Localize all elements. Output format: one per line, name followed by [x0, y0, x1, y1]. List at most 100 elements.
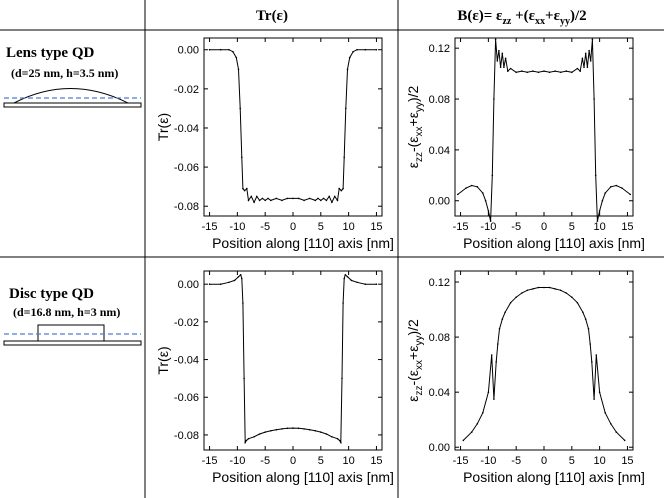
x-tick-label: -5 [260, 455, 270, 467]
data-point [286, 197, 289, 200]
data-point [241, 156, 243, 159]
data-point [503, 66, 505, 68]
data-point [344, 274, 347, 276]
data-point [243, 377, 245, 380]
x-tick-label: 0 [541, 221, 547, 233]
data-point [559, 71, 562, 74]
x-tick-label: 15 [621, 221, 633, 233]
data-point [615, 431, 618, 433]
data-point [565, 292, 568, 294]
x-tick-label: -5 [511, 455, 521, 467]
data-point [537, 71, 540, 74]
y-tick-label: -0.02 [174, 84, 199, 96]
data-point [571, 296, 573, 299]
data-point [470, 431, 473, 433]
data-point [247, 437, 250, 440]
disc-body [37, 324, 105, 342]
x-tick-label: -15 [453, 221, 469, 233]
data-point [239, 274, 242, 276]
x-tick-label: -10 [480, 221, 496, 233]
data-point [548, 71, 551, 74]
data-point [338, 187, 341, 190]
data-point [591, 361, 593, 363]
data-point [598, 391, 601, 394]
y-tick-label: 0.12 [429, 43, 450, 55]
data-point [245, 439, 248, 442]
data-point [504, 57, 507, 60]
data-point [582, 311, 584, 314]
header-trace: Tr(ε) [256, 8, 288, 24]
data-point [343, 156, 346, 159]
data-point [629, 193, 631, 196]
data-point [243, 189, 246, 192]
x-tick-label: -15 [453, 455, 469, 467]
x-tick-label: 10 [343, 221, 355, 233]
data-point [576, 67, 579, 70]
data-point [487, 210, 490, 212]
x-tick-label: 10 [594, 455, 606, 467]
data-point [571, 71, 573, 74]
data-point [565, 70, 568, 72]
row-params-lens: (d=25 nm, h=3.5 nm) [11, 66, 118, 80]
data-point [537, 286, 540, 289]
x-tick-label: 10 [343, 455, 355, 467]
data-point [267, 197, 269, 200]
data-point [352, 50, 354, 53]
data-point [581, 57, 584, 60]
data-point [364, 283, 367, 286]
data-point [314, 199, 317, 202]
plot-frame [203, 270, 383, 451]
x-tick-label: 0 [290, 221, 296, 233]
disc-qd-schematic [3, 324, 142, 346]
data-point [591, 38, 594, 41]
data-point [495, 361, 498, 363]
data-point [328, 195, 331, 198]
x-axis-label: Position along [110] axis [nm] [463, 469, 645, 485]
data-point [457, 193, 459, 196]
plot-frame [454, 37, 634, 217]
plot-lens-biaxial: -15 -10 -5 0 5 10 15 0.00 0.04 0.08 0.12 Position a… [405, 37, 645, 251]
data-point [264, 199, 267, 202]
data-point [342, 187, 344, 190]
y-tick-label: 0.08 [429, 332, 450, 344]
data-point [292, 427, 294, 429]
lens-dome [13, 88, 129, 104]
data-point [253, 436, 255, 438]
y-tick-label: -0.08 [174, 430, 199, 442]
data-point [499, 66, 502, 68]
series-line [209, 273, 377, 445]
data-point [521, 292, 523, 294]
data-point [554, 288, 556, 290]
data-point [348, 56, 351, 59]
data-point [375, 283, 378, 286]
data-point [589, 60, 592, 62]
data-point [255, 195, 258, 198]
data-point [325, 433, 328, 435]
y-axis-label: Tr(ε) [155, 113, 171, 141]
data-point [462, 439, 465, 442]
data-point [345, 107, 347, 110]
data-point [228, 281, 230, 284]
data-point [303, 199, 305, 202]
data-point [270, 199, 272, 202]
y-tick-label: 0.04 [429, 387, 450, 399]
data-point [507, 70, 509, 72]
data-point [593, 398, 595, 400]
data-point [346, 68, 349, 71]
data-point [270, 430, 272, 432]
row-params-disc: (d=16.8 nm, h=3 nm) [13, 305, 120, 319]
data-point [491, 174, 494, 177]
data-point [342, 302, 344, 304]
data-point [219, 48, 222, 51]
data-point [498, 49, 500, 52]
data-point [253, 201, 255, 204]
data-point [356, 48, 358, 51]
data-point [543, 286, 545, 289]
data-point [258, 199, 261, 202]
data-point [338, 439, 341, 442]
data-point [237, 68, 240, 71]
data-point [587, 328, 590, 330]
data-point [476, 186, 479, 188]
x-tick-label: -5 [260, 221, 270, 233]
